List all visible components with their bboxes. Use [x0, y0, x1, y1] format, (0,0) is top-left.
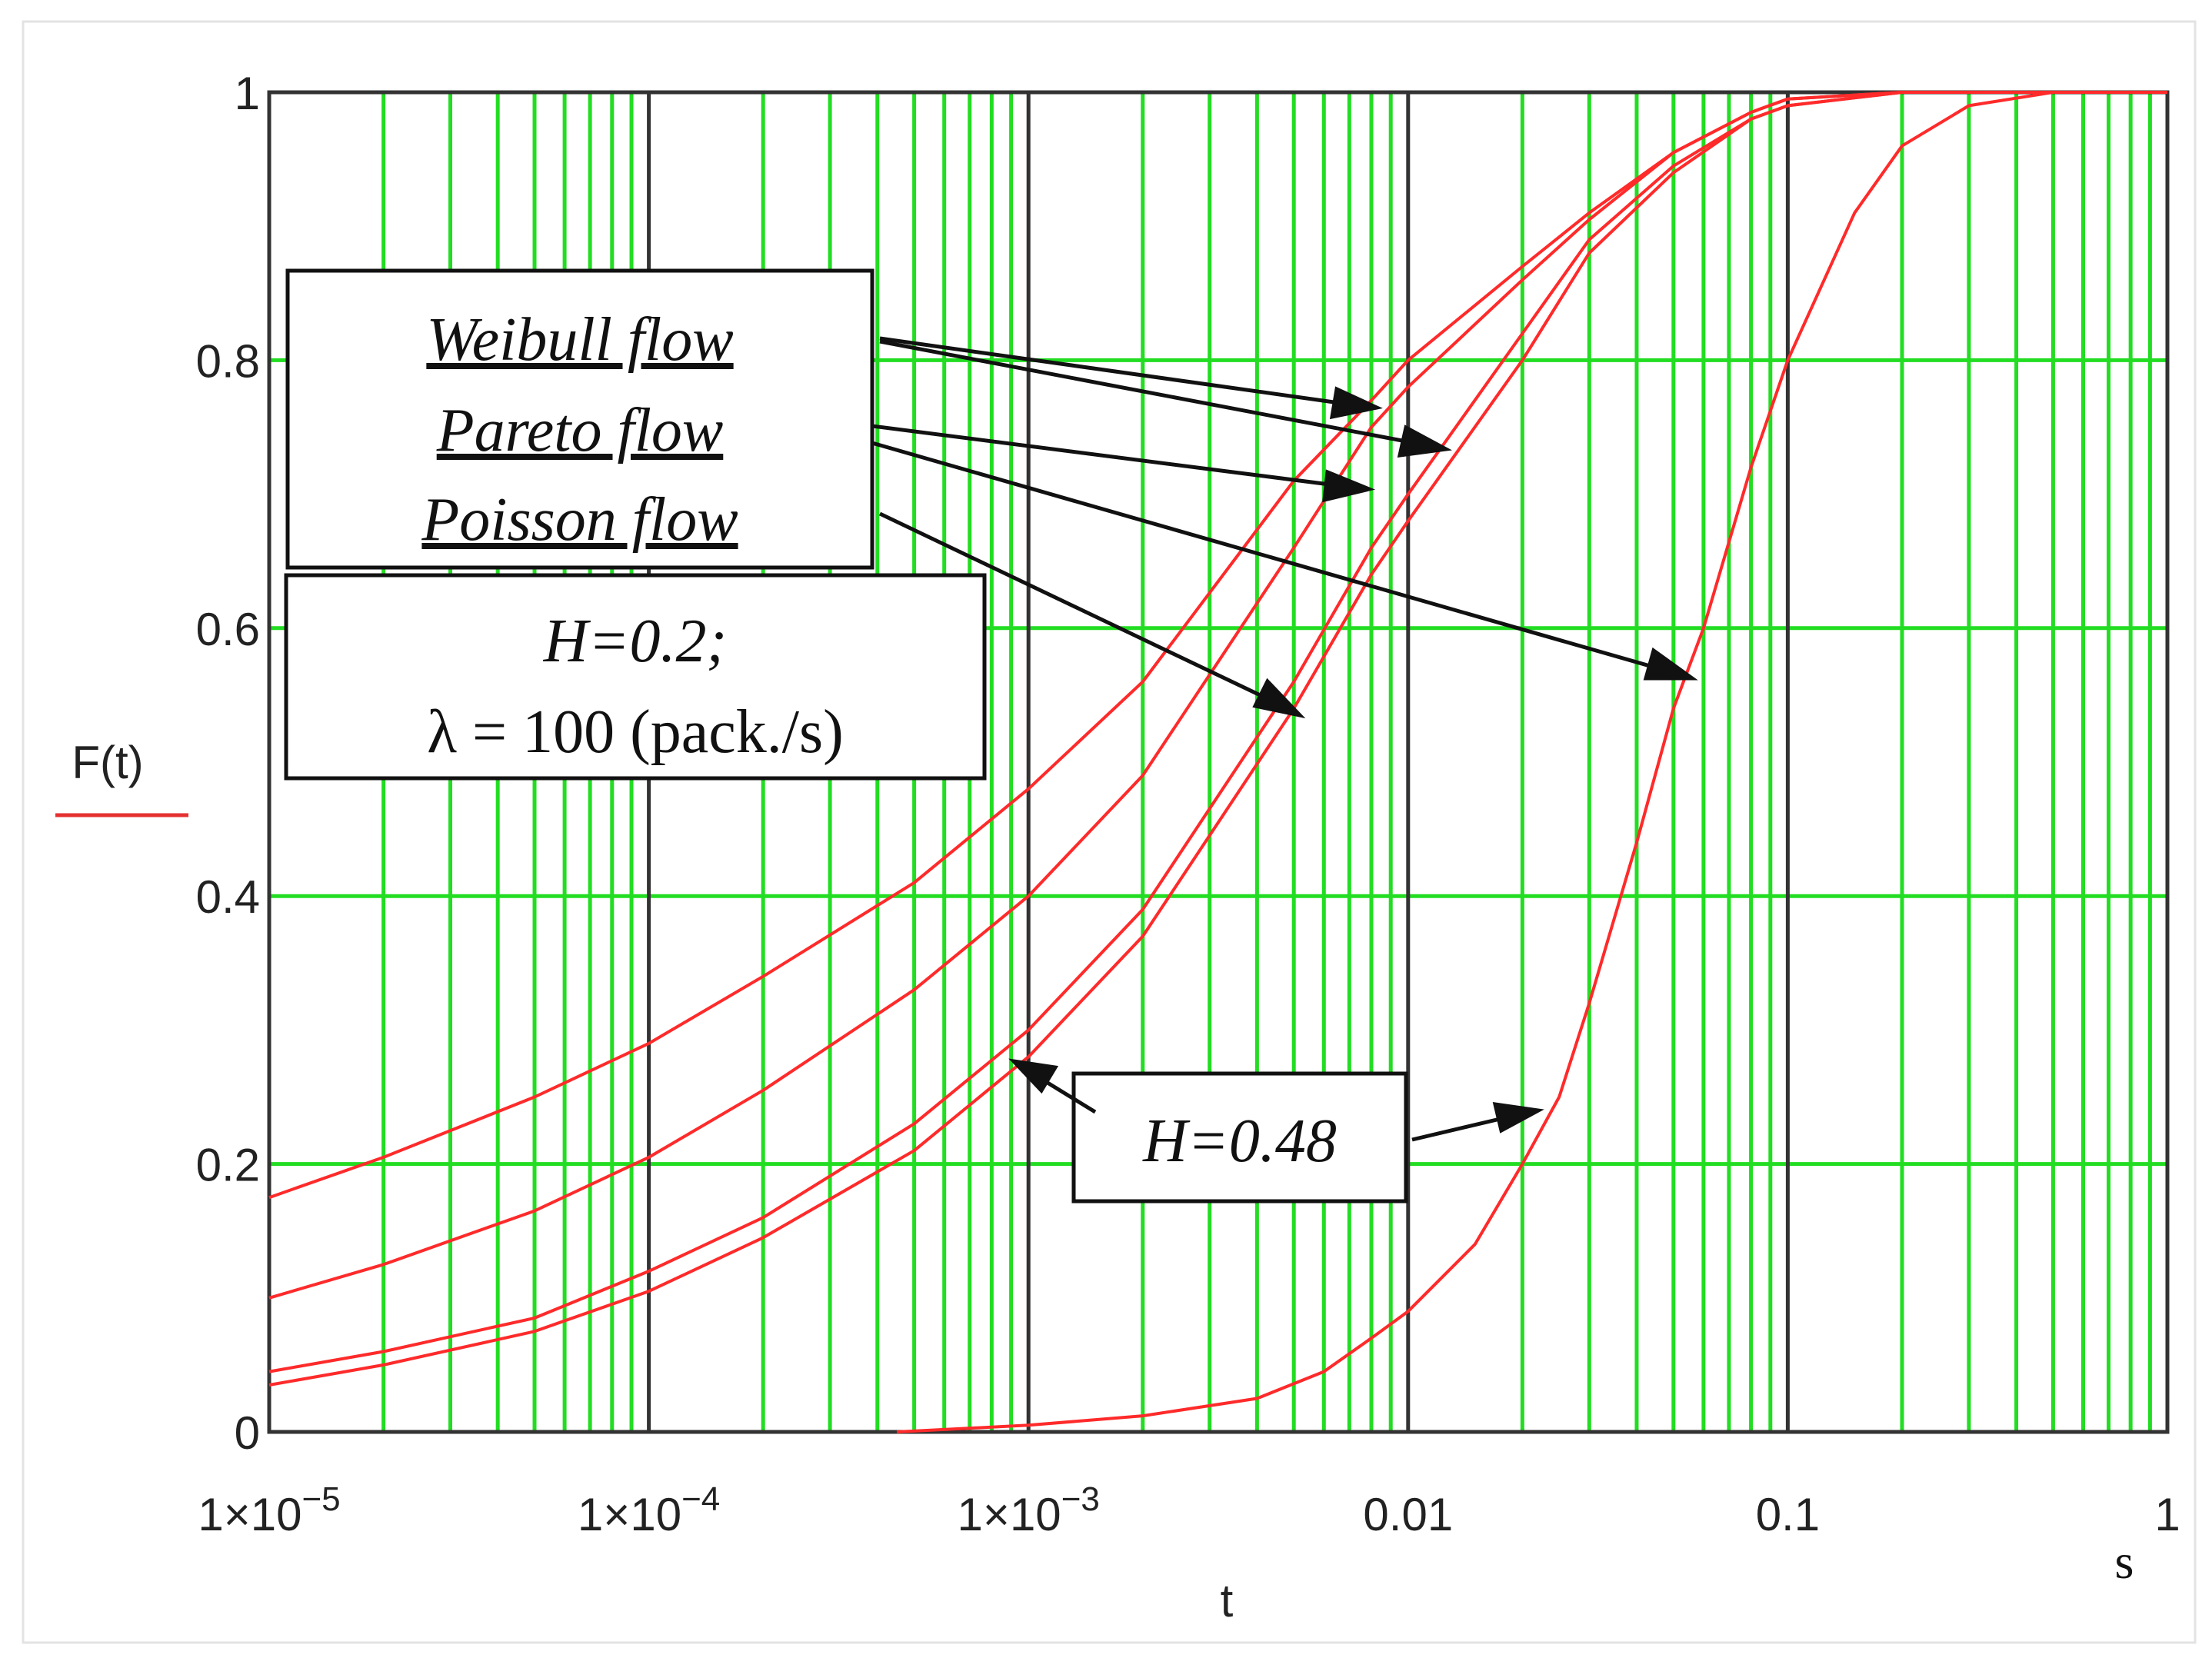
arrow-h2-left-head [1008, 1058, 1059, 1094]
legend-box-frame [285, 268, 874, 570]
arrow-pareto-1-head [1322, 469, 1376, 503]
series-line-4 [268, 91, 2167, 1387]
plot-frame [267, 90, 2170, 1434]
y-tick-label: 1 [235, 68, 260, 119]
arrow-h2-right-head [1492, 1102, 1544, 1134]
arrow-weibull-2-head [1397, 424, 1452, 458]
arrow-weibull-1-head [1329, 386, 1383, 420]
h2-box-frame [1071, 1071, 1408, 1204]
param-lambda-label: λ = 100 (pack./s) [427, 698, 844, 766]
series-layer [268, 91, 2167, 1433]
legend-poisson-label: Poisson flow [421, 486, 738, 554]
arrow-pareto-2-head [1643, 647, 1698, 681]
annotation-arrows [871, 336, 1698, 1142]
y-tick-label: 0 [235, 1407, 260, 1459]
x-tick-label: 1 [2154, 1489, 2180, 1540]
arrow-poisson [878, 511, 1288, 710]
param-hurst-label: H=0.2; [543, 608, 727, 675]
legend-weibull-label: Weibull flow [426, 306, 733, 374]
x-axis-unit: s [2115, 1534, 2134, 1589]
y-tick-label: 0.4 [196, 871, 260, 923]
y-tick-label: 0.2 [196, 1140, 260, 1191]
arrow-weibull-1 [879, 336, 1362, 408]
x-tick-labels: 1×10−5 1×10−4 1×10−3 0.01 0.1 1 [198, 1480, 2180, 1540]
x-tick-label: 1×10−3 [958, 1480, 1100, 1540]
arrow-poisson-head [1252, 678, 1306, 719]
y-tick-labels: 0 0.2 0.4 0.6 0.8 1 [196, 68, 260, 1459]
h2-box: H=0.48 [1071, 1071, 1408, 1204]
legend-pareto-label: Pareto flow [436, 397, 724, 464]
arrow-pareto-1 [871, 424, 1354, 490]
figure-border [22, 20, 2197, 1644]
arrow-weibull-2 [879, 339, 1431, 448]
x-axis-label: t [1221, 1575, 1234, 1626]
params-box: H=0.2; λ = 100 (pack./s) [284, 573, 987, 781]
series-line-5 [896, 91, 2167, 1433]
x-tick-label: 0.1 [1756, 1489, 1820, 1540]
arrow-pareto-2 [871, 441, 1677, 676]
h2-label: H=0.48 [1142, 1107, 1337, 1175]
y-tick-label: 0.8 [196, 335, 260, 387]
y-axis-label: F(t) [72, 737, 143, 788]
x-tick-label: 0.01 [1363, 1489, 1453, 1540]
x-tick-label: 1×10−5 [198, 1480, 340, 1540]
x-tick-label: 1×10−4 [578, 1480, 720, 1540]
legend-box: Weibull flow Pareto flow Poisson flow [285, 268, 874, 570]
y-tick-label: 0.6 [196, 604, 260, 655]
params-box-frame [284, 573, 987, 781]
